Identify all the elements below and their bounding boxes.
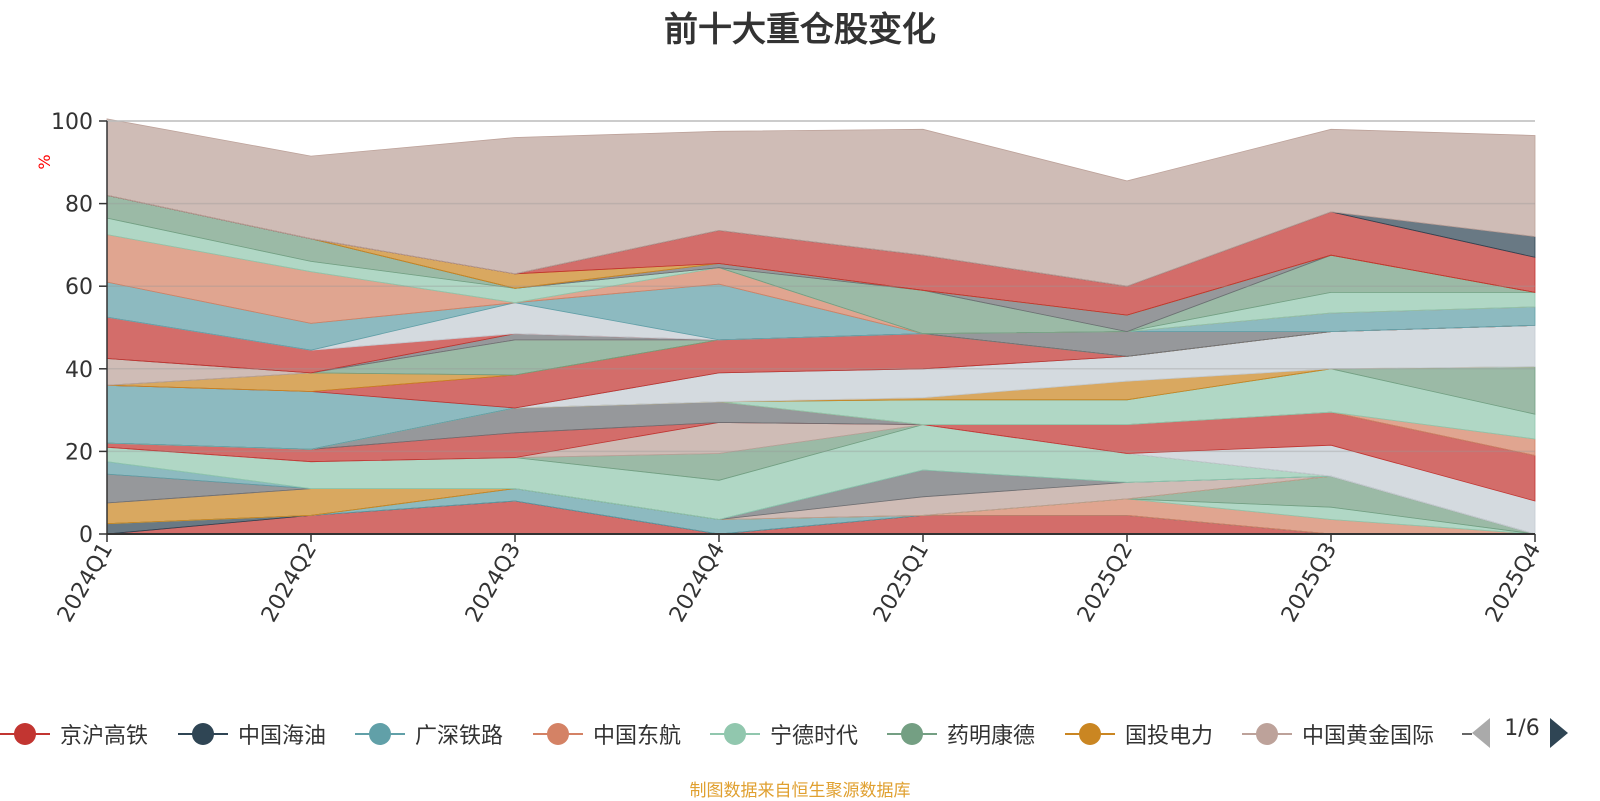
- legend-label: 中国黄金国际: [1302, 724, 1435, 749]
- legend-item[interactable]: 宁德时代: [710, 716, 858, 752]
- x-tick-label: 2024Q3: [461, 539, 526, 627]
- chart-title: 前十大重仓股变化: [664, 10, 936, 50]
- legend-overflow-marker: [1462, 716, 1472, 752]
- x-tick-label: 2025Q3: [1277, 539, 1342, 627]
- legend-item[interactable]: 中国海油: [178, 716, 326, 752]
- legend-marker-icon: [710, 716, 760, 752]
- legend-next-page-button[interactable]: [1550, 718, 1568, 748]
- legend-item[interactable]: 广深铁路: [355, 716, 503, 752]
- legend-marker-icon: [0, 716, 50, 752]
- grid-lines: [99, 120, 1535, 535]
- x-tick-label: 2025Q4: [1481, 539, 1546, 627]
- legend-label: 京沪高铁: [60, 724, 149, 749]
- x-tick-label: 2024Q1: [53, 539, 118, 627]
- y-tick-label: 0: [79, 523, 93, 548]
- area-layer-layer-29: [106, 118, 1536, 287]
- legend-marker-icon: [1065, 716, 1115, 752]
- legend-marker-icon: [1242, 716, 1292, 752]
- y-tick-labels: 0 20 40 60 80 100: [51, 110, 93, 548]
- legend-item[interactable]: 中国东航: [533, 716, 681, 752]
- y-tick-label: 40: [65, 358, 93, 383]
- x-tick-label: 2025Q1: [869, 539, 934, 627]
- legend-marker-icon: [178, 716, 228, 752]
- y-tick-label: 100: [51, 110, 93, 135]
- y-tick-label: 80: [65, 193, 93, 218]
- legend-item[interactable]: 药明康德: [887, 716, 1035, 752]
- legend-marker-icon: [887, 716, 937, 752]
- legend-page-indicator: 1/6: [1504, 716, 1540, 741]
- x-tick-label: 2025Q2: [1073, 539, 1138, 627]
- legend-label: 中国海油: [238, 724, 327, 749]
- legend-label: 中国东航: [593, 724, 682, 749]
- legend-label: 药明康德: [947, 724, 1036, 749]
- legend-item[interactable]: 京沪高铁: [0, 716, 148, 752]
- legend: 京沪高铁 中国海油 广深铁路 中国东航 宁德时代 药明康德 国投电力 中国黄金国际: [0, 716, 1600, 752]
- legend-label: 宁德时代: [770, 724, 859, 749]
- x-tick-label: 2024Q4: [665, 539, 730, 627]
- legend-marker-icon: [533, 716, 583, 752]
- legend-label: 国投电力: [1125, 724, 1214, 749]
- x-tick-label: 2024Q2: [257, 539, 322, 627]
- legend-item[interactable]: 国投电力: [1065, 716, 1213, 752]
- x-tick-labels: 2024Q1 2024Q2 2024Q3 2024Q4 2025Q1 2025Q2 2025…: [53, 539, 1546, 627]
- y-axis-unit: %: [35, 154, 54, 169]
- legend-item[interactable]: 中国黄金国际: [1242, 716, 1434, 752]
- legend-prev-page-button[interactable]: [1472, 718, 1490, 748]
- area-layers: [106, 118, 1536, 535]
- legend-label: 广深铁路: [415, 724, 504, 749]
- y-tick-label: 60: [65, 275, 93, 300]
- legend-marker-icon: [355, 716, 405, 752]
- source-note: 制图数据来自恒生聚源数据库: [689, 781, 911, 801]
- y-tick-label: 20: [65, 440, 93, 465]
- axes: [106, 121, 1536, 542]
